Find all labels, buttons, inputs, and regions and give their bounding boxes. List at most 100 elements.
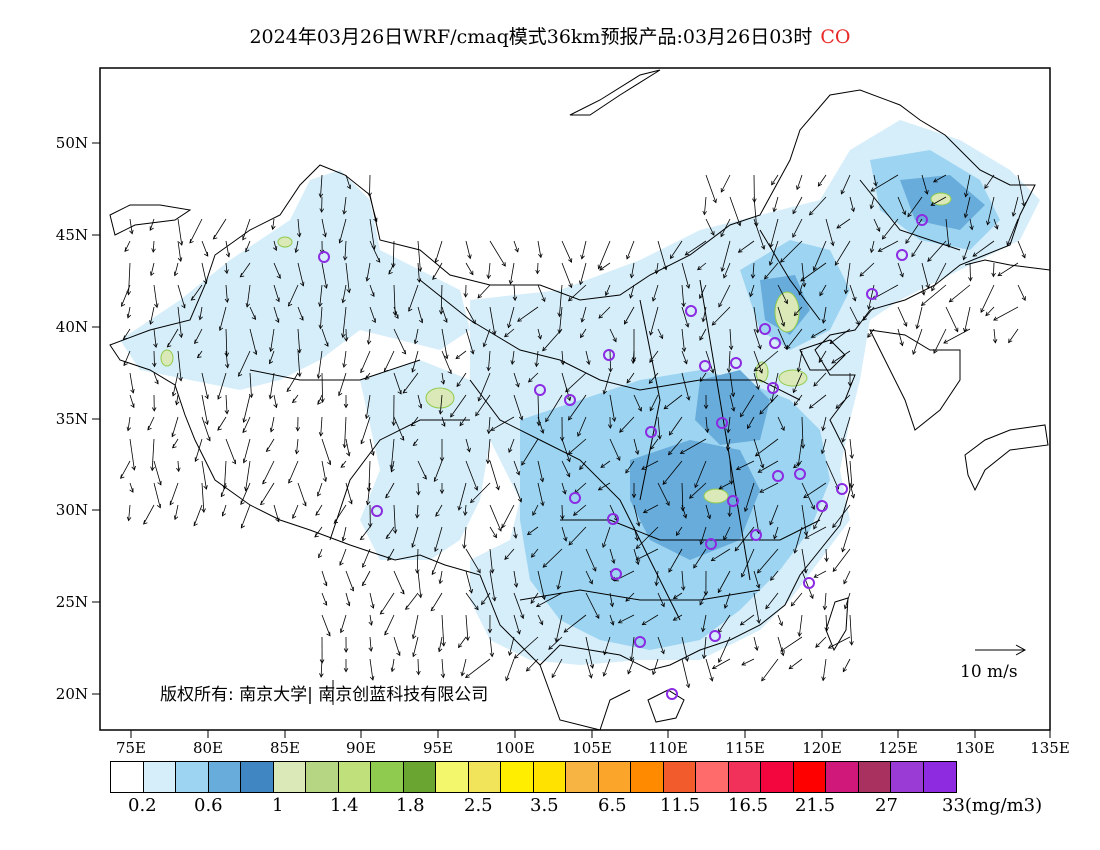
wind-arrow xyxy=(360,350,371,373)
wind-arrow xyxy=(222,504,227,517)
wind-arrow xyxy=(297,306,304,321)
wind-arrow xyxy=(603,636,611,655)
wind-arrow xyxy=(882,218,899,240)
wind-arrow xyxy=(642,614,659,626)
wind-arrow xyxy=(390,438,395,469)
wind-arrow xyxy=(921,284,947,306)
wind-arrow-head xyxy=(212,234,218,240)
wind-arrow-head xyxy=(463,511,468,517)
wind-arrow-head xyxy=(130,403,135,409)
wind-arrow xyxy=(417,460,427,480)
wind-arrow-head xyxy=(813,382,818,387)
wind-arrow-head xyxy=(736,221,742,227)
wind-arrow xyxy=(561,438,571,462)
colorbar-label: 11.5 xyxy=(660,795,701,816)
wind-arrow xyxy=(242,416,251,433)
wind-arrow xyxy=(916,306,923,329)
wind-arrow xyxy=(149,218,155,231)
wind-arrow-head xyxy=(486,429,492,435)
wind-arrow xyxy=(147,416,155,431)
wind-arrow-head xyxy=(316,374,322,380)
wind-arrow-head xyxy=(438,409,444,415)
wind-arrow-head xyxy=(796,462,801,467)
wind-arrow-head xyxy=(792,209,797,215)
wind-arrow-head xyxy=(482,342,487,348)
wind-arrow-head xyxy=(508,651,513,657)
wind-arrow-head xyxy=(1011,212,1017,217)
wind-arrow-head xyxy=(765,604,770,610)
wind-arrow-head xyxy=(441,422,446,427)
wind-arrow-head xyxy=(477,293,482,299)
colorbar-labels: 0.2 0.6 1 1.4 1.8 2.5 3.5 6.5 11.5 16.5 … xyxy=(0,795,1100,819)
wind-arrow xyxy=(753,218,765,250)
city-marker xyxy=(772,470,784,482)
wind-arrow-head xyxy=(758,368,763,374)
wind-arrow xyxy=(458,636,467,648)
wind-arrow xyxy=(361,570,371,586)
wind-arrow-head xyxy=(477,396,482,402)
wind-arrow-head xyxy=(469,270,474,276)
wind-arrow-head xyxy=(530,553,536,558)
province-line xyxy=(699,279,751,581)
wind-arrow xyxy=(632,350,635,364)
wind-arrow-head xyxy=(224,269,229,275)
wind-arrow xyxy=(266,438,275,452)
wind-arrow-head xyxy=(122,335,128,340)
wind-arrow xyxy=(723,262,731,279)
wind-arrow-head xyxy=(204,394,209,400)
wind-arrow-head xyxy=(808,210,814,216)
wind-arrow xyxy=(997,262,1019,277)
province-line xyxy=(469,379,681,621)
wind-arrow-head xyxy=(635,560,640,566)
wind-arrow-head xyxy=(694,483,699,489)
wind-arrow-head xyxy=(390,667,396,673)
wind-arrow-head xyxy=(663,405,669,410)
wind-arrow-head xyxy=(326,631,331,637)
wind-arrow xyxy=(513,592,524,619)
wind-arrow xyxy=(993,218,998,230)
wind-arrow xyxy=(511,350,515,365)
wind-arrow-head xyxy=(704,428,710,434)
wind-arrow xyxy=(379,592,395,615)
wind-arrow-head xyxy=(338,391,343,397)
wind-arrow-head xyxy=(269,347,274,353)
wind-arrow-head xyxy=(174,271,179,277)
wind-arrow xyxy=(463,526,467,549)
wind-arrow xyxy=(417,240,421,272)
wind-arrow xyxy=(681,350,688,364)
wind-arrow-head xyxy=(492,533,497,539)
wind-arrow-head xyxy=(993,316,998,321)
wind-arrow xyxy=(718,284,731,308)
wind-arrow xyxy=(773,526,779,539)
wind-arrow-head xyxy=(680,586,686,591)
wind-arrow-head xyxy=(434,547,439,552)
wind-arrow-head xyxy=(604,291,610,297)
wind-arrow xyxy=(273,240,277,251)
wind-arrow-head xyxy=(541,297,546,303)
wind-arrow xyxy=(699,372,707,382)
y-tick-label: 40N xyxy=(56,318,88,336)
wind-arrow xyxy=(870,174,899,192)
wind-arrow xyxy=(609,504,618,521)
wind-arrow-head xyxy=(359,535,365,541)
wind-arrow-head xyxy=(468,588,474,594)
wind-arrow-head xyxy=(504,555,509,561)
colorbar-swatch xyxy=(273,762,306,792)
wind-arrow xyxy=(465,328,474,354)
wind-arrow xyxy=(478,372,491,402)
wind-arrow xyxy=(465,240,471,259)
wind-arrow-head xyxy=(772,207,777,213)
wind-arrow xyxy=(965,174,971,197)
wind-arrow xyxy=(579,262,587,285)
wind-arrow-head xyxy=(466,447,471,453)
wind-arrow xyxy=(513,240,519,253)
x-tick-label: 105E xyxy=(572,739,612,757)
wind-arrow xyxy=(483,328,491,347)
wind-arrow xyxy=(150,262,155,276)
wind-arrow xyxy=(602,526,611,548)
wind-arrow xyxy=(829,328,851,344)
wind-arrow-head xyxy=(810,505,815,510)
wind-arrow-head xyxy=(943,339,948,344)
wind-arrow xyxy=(441,416,446,427)
wind-arrow-head xyxy=(821,676,826,682)
